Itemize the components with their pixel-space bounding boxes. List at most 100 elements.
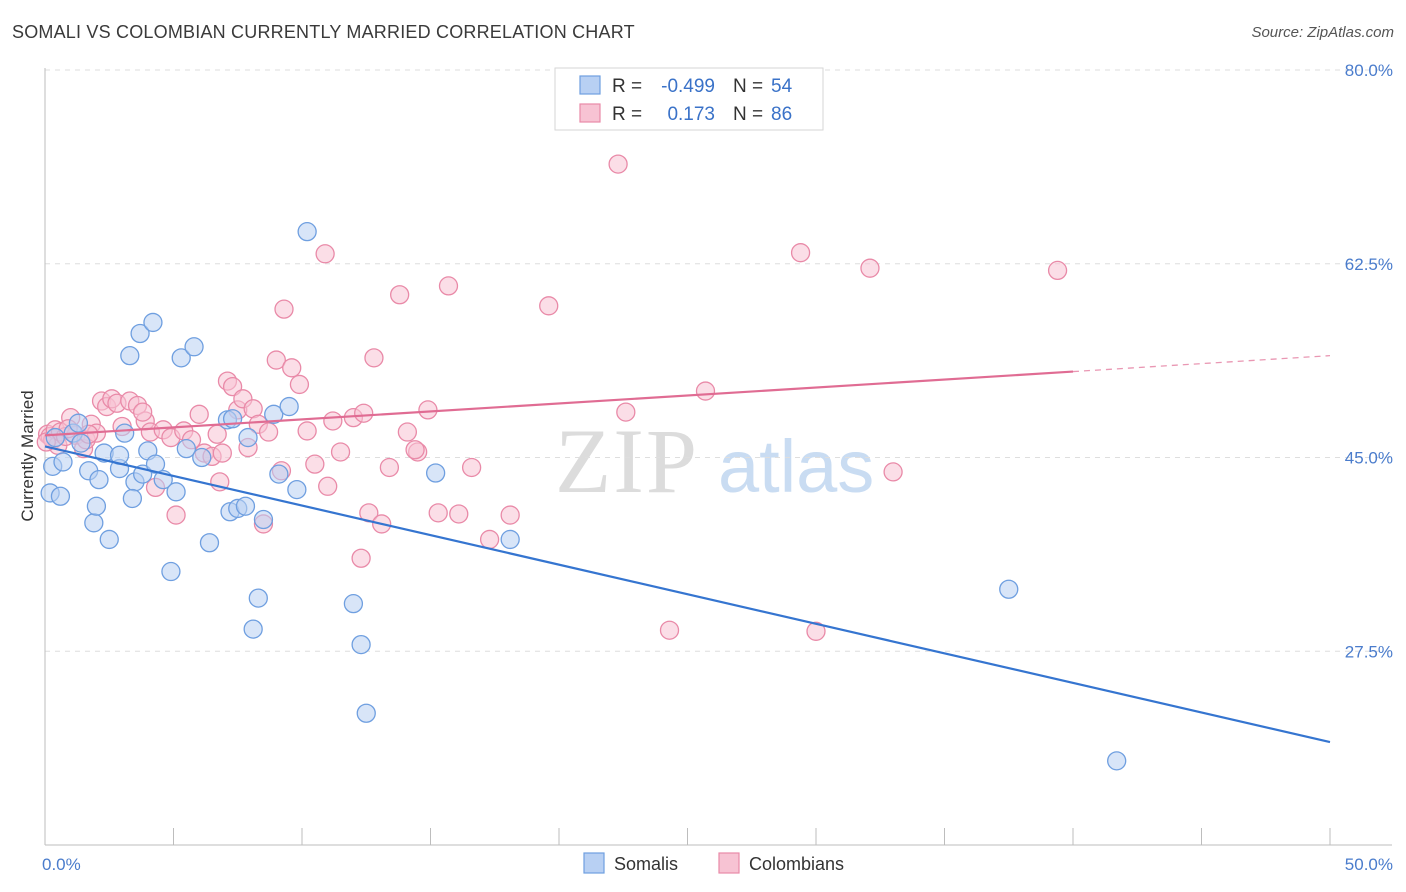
colombian-point-54 [364, 348, 384, 368]
colombian-point-70 [659, 620, 680, 640]
colombian-trend-line [44, 370, 1074, 437]
somali-point-17 [130, 323, 150, 344]
somali-point-41 [279, 396, 299, 417]
somali-point-50 [1107, 751, 1127, 771]
colombian-point-57 [390, 285, 410, 305]
y-tick-label-0: 27.5% [1345, 642, 1393, 661]
x-tick-labels: 0.0% 50.0% [42, 855, 1393, 874]
colombian-point-60 [418, 400, 438, 420]
bottom-legend-swatch-colombians [718, 852, 740, 874]
gridlines [45, 69, 1392, 652]
somali-point-43 [297, 221, 317, 242]
colombian-point-45 [289, 374, 310, 395]
colombian-trend-extension [1072, 354, 1331, 373]
somali-point-21 [145, 454, 166, 474]
legend-r-value-somalis: -0.499 [661, 76, 715, 97]
colombian-point-61 [428, 503, 448, 523]
legend-r-label-colombians: R = [612, 104, 642, 125]
legend-n-label-colombians: N = [733, 104, 763, 125]
somali-point-40 [269, 464, 289, 484]
somali-point-35 [238, 427, 258, 448]
x-tick-label-1: 50.0% [1345, 855, 1393, 874]
watermark-atlas: atlas [718, 425, 874, 508]
legend-r-label-somalis: R = [612, 76, 642, 97]
somali-point-15 [120, 345, 140, 366]
somali-point-34 [235, 496, 256, 516]
somali-point-28 [192, 447, 212, 468]
colombian-point-77 [318, 476, 338, 496]
trend-lines [44, 354, 1331, 744]
colombian-point-69 [616, 402, 636, 422]
colombian-point-72 [790, 243, 811, 263]
somali-point-24 [166, 482, 186, 502]
colombian-point-48 [315, 244, 335, 264]
colombian-point-41 [258, 422, 279, 442]
colombian-point-42 [266, 350, 286, 370]
colombian-point-32 [212, 443, 232, 463]
legend-swatch-colombians [579, 103, 601, 123]
colombian-point-83 [405, 440, 425, 460]
colombian-point-63 [449, 504, 469, 524]
bottom-legend: Somalis Colombians [583, 852, 844, 874]
colombian-point-73 [806, 621, 826, 641]
somali-point-48 [500, 529, 520, 550]
y-tick-labels: 27.5% 45.0% 62.5% 80.0% [1345, 61, 1393, 661]
colombian-point-44 [282, 358, 302, 378]
colombians-points [36, 154, 1068, 641]
somali-point-26 [176, 438, 197, 459]
x-tick-label-0: 0.0% [42, 855, 81, 874]
somali-point-27 [184, 337, 204, 357]
somali-point-20 [143, 312, 163, 333]
somali-point-51 [45, 427, 65, 448]
legend-n-label-somalis: N = [733, 76, 763, 97]
somali-point-5 [68, 413, 89, 433]
bottom-legend-somalis: Somalis [614, 854, 678, 874]
colombian-point-74 [860, 258, 880, 278]
colombian-point-80 [133, 402, 153, 422]
somali-point-39 [264, 404, 284, 424]
colombian-point-49 [323, 411, 343, 431]
somali-point-2 [50, 486, 71, 506]
somali-point-49 [999, 579, 1019, 599]
correlation-legend: R = -0.499 N = 54 R = 0.173 N = 86 [554, 67, 824, 131]
somali-point-53 [122, 488, 143, 509]
colombian-point-46 [297, 421, 317, 441]
somali-point-14 [115, 423, 135, 443]
colombian-point-25 [166, 505, 186, 525]
legend-n-value-somalis: 54 [771, 76, 793, 97]
somali-point-6 [71, 433, 91, 453]
colombian-point-65 [479, 529, 500, 550]
colombian-point-58 [397, 422, 418, 442]
somali-point-38 [253, 509, 274, 530]
axes [44, 68, 1392, 846]
colombian-point-52 [351, 548, 371, 568]
colombian-point-67 [539, 296, 559, 316]
somali-point-52 [89, 469, 109, 490]
colombian-point-76 [1047, 260, 1068, 281]
colombian-point-82 [354, 403, 374, 423]
somali-point-46 [356, 703, 376, 723]
somali-point-25 [171, 348, 191, 368]
somali-point-36 [243, 619, 263, 639]
somali-point-3 [53, 452, 73, 472]
somali-point-45 [351, 634, 371, 655]
y-tick-label-1: 45.0% [1345, 449, 1393, 468]
legend-n-value-colombians: 86 [771, 104, 792, 125]
colombian-point-47 [305, 454, 325, 474]
bottom-legend-colombians: Colombians [749, 854, 844, 874]
watermark: ZIP atlas [555, 410, 874, 512]
colombian-point-28 [189, 404, 209, 424]
watermark-zip: ZIP [555, 410, 699, 512]
bottom-legend-swatch-somalis [583, 852, 605, 874]
colombian-point-50 [330, 442, 351, 462]
y-tick-label-2: 62.5% [1345, 255, 1393, 274]
colombian-point-75 [883, 462, 903, 482]
colombian-point-43 [274, 299, 294, 319]
somali-point-8 [84, 513, 104, 533]
colombian-point-62 [438, 276, 459, 296]
somali-trend-line [44, 445, 1331, 744]
chart-title: SOMALI VS COLOMBIAN CURRENTLY MARRIED CO… [12, 22, 635, 42]
legend-r-value-colombians: 0.173 [667, 104, 715, 125]
somalis-points [40, 221, 1127, 771]
